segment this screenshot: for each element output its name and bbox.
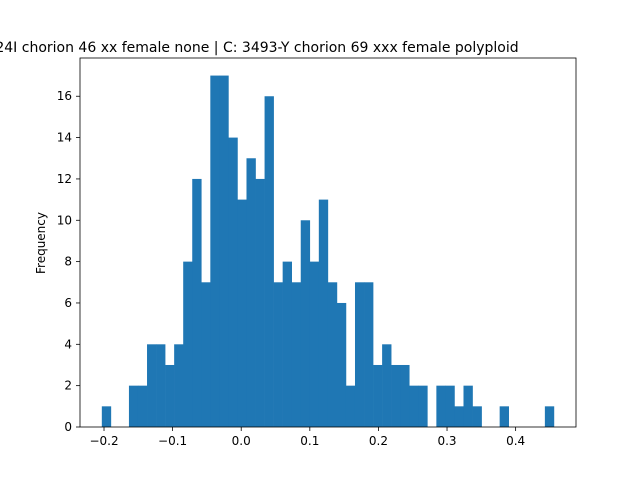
histogram-bar <box>246 158 256 427</box>
histogram-bar <box>309 261 320 427</box>
histogram-bar <box>382 344 392 427</box>
histogram-bar <box>436 385 446 427</box>
histogram-bar <box>472 406 482 427</box>
histogram-bar <box>499 406 510 427</box>
histogram-bar <box>255 178 265 427</box>
histogram-bar <box>282 261 292 427</box>
histogram-bar <box>101 406 112 427</box>
histogram-bar <box>544 406 555 427</box>
histogram-bar <box>201 282 211 427</box>
histogram-bar <box>192 178 202 427</box>
x-tick-label: 0.0 <box>232 434 251 448</box>
histogram-bar <box>264 96 274 427</box>
histogram-bar <box>364 282 374 427</box>
histogram-bar <box>137 385 148 427</box>
x-tick-label: −0.1 <box>158 434 187 448</box>
histogram-bar <box>445 385 455 427</box>
x-tick-label: 0.2 <box>369 434 388 448</box>
histogram-bar <box>336 302 347 427</box>
y-tick-label: 8 <box>64 255 72 269</box>
histogram-bar <box>409 385 419 427</box>
histogram-bar <box>300 220 311 427</box>
x-tick-label: 0.3 <box>437 434 456 448</box>
histogram-bar <box>454 406 464 427</box>
histogram-bar <box>345 385 356 427</box>
histogram-bar <box>354 282 365 427</box>
histogram-bar <box>219 75 229 428</box>
histogram-bar <box>156 344 166 427</box>
x-tick-label: 0.1 <box>300 434 319 448</box>
histogram-bar <box>418 385 428 427</box>
histogram-bar <box>391 364 401 427</box>
histogram-bar <box>463 385 473 427</box>
x-tick-label: −0.2 <box>89 434 118 448</box>
y-axis-label: Frequency <box>34 212 48 274</box>
y-tick-label: 6 <box>64 296 72 310</box>
y-tick-label: 10 <box>57 213 72 227</box>
bars-group <box>101 75 555 428</box>
x-axis: −0.2 −0.1 0.0 0.1 0.2 0.3 0.4 <box>89 427 525 448</box>
histogram-bar <box>318 199 329 427</box>
histogram-bar <box>273 282 283 427</box>
histogram-bar <box>165 364 175 427</box>
histogram-bar <box>400 364 410 427</box>
y-tick-label: 12 <box>57 172 72 186</box>
y-axis: 0 2 4 6 8 10 12 14 16 <box>57 89 80 434</box>
histogram-bar <box>174 344 184 427</box>
histogram-bar <box>291 282 302 427</box>
plot-area-frame <box>79 57 577 428</box>
x-tick-label: 0.4 <box>506 434 525 448</box>
y-tick-label: 2 <box>64 379 72 393</box>
y-tick-label: 4 <box>64 337 72 351</box>
histogram-bar <box>147 344 157 427</box>
histogram-bar <box>228 137 238 427</box>
y-tick-label: 0 <box>64 420 72 434</box>
histogram-bar <box>327 282 338 427</box>
chart-title: T: 3524I chorion 46 xx female none | C: … <box>0 40 519 56</box>
histogram-bar <box>183 261 193 427</box>
histogram-bar <box>210 75 220 428</box>
histogram-bar <box>373 364 383 427</box>
histogram-bar <box>128 385 139 427</box>
y-tick-label: 14 <box>57 131 72 145</box>
histogram-bar <box>237 199 247 427</box>
y-tick-label: 16 <box>57 89 72 103</box>
